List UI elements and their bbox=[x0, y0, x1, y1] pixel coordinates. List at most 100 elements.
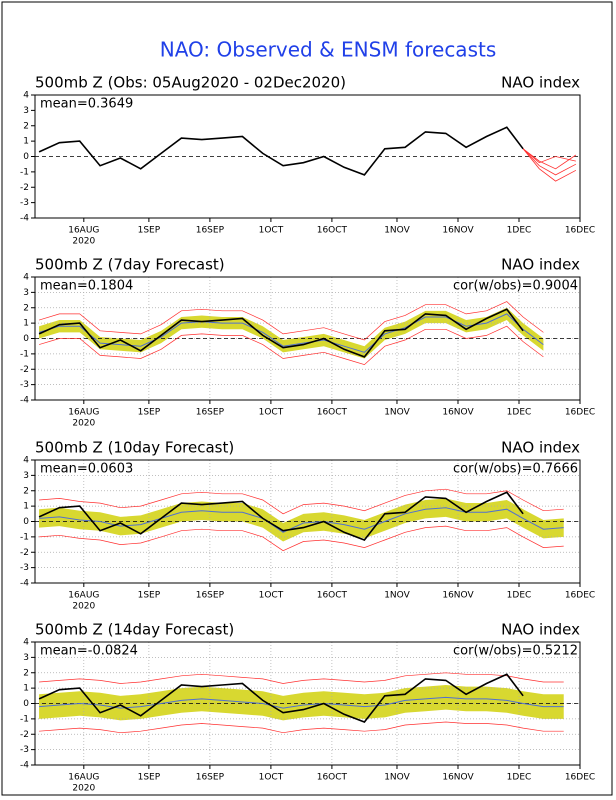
y-tick-label: 0 bbox=[23, 517, 29, 527]
x-tick-label: 1DEC bbox=[507, 591, 532, 601]
x-tick-label: 1OCT bbox=[259, 226, 284, 236]
series-line bbox=[39, 721, 564, 734]
panel-title: 500mb Z (10day Forecast) bbox=[35, 439, 234, 457]
x-tick-label: 1OCT bbox=[259, 408, 284, 418]
y-tick-label: 1 bbox=[23, 137, 29, 147]
x-tick-label: 16OCT bbox=[317, 408, 348, 418]
annotation: mean=-0.0824 bbox=[40, 644, 138, 659]
series-line bbox=[522, 148, 577, 170]
series-line bbox=[522, 148, 577, 176]
y-tick-label: -3 bbox=[20, 563, 29, 573]
y-tick-label: 1 bbox=[23, 502, 29, 512]
y-tick-label: 3 bbox=[23, 471, 29, 481]
series-line bbox=[38, 313, 544, 353]
series-line bbox=[39, 507, 564, 533]
panel-right-title: NAO index bbox=[501, 256, 580, 274]
series-line bbox=[522, 148, 576, 164]
panel-right-title: NAO index bbox=[501, 74, 580, 92]
series-line bbox=[38, 673, 524, 723]
panel-right-title: NAO index bbox=[501, 621, 580, 639]
page-title: NAO: Observed & ENSM forecasts bbox=[160, 38, 497, 62]
y-tick-label: 2 bbox=[23, 668, 29, 678]
y-tick-label: 2 bbox=[23, 303, 29, 313]
spread-band bbox=[39, 307, 544, 359]
y-tick-label: 4 bbox=[23, 638, 29, 648]
y-tick-label: 2 bbox=[23, 121, 29, 131]
y-tick-label: -2 bbox=[20, 730, 29, 740]
x-tick-label: 16AUG bbox=[68, 408, 99, 418]
x-tick-label: 1SEP bbox=[138, 226, 161, 236]
series-line bbox=[38, 126, 524, 176]
x-tick-label: 1DEC bbox=[507, 773, 532, 783]
y-tick-label: 2 bbox=[23, 486, 29, 496]
y-tick-label: 1 bbox=[23, 684, 29, 694]
annotation: mean=0.3649 bbox=[40, 97, 133, 112]
y-tick-label: -2 bbox=[20, 183, 29, 193]
annotation-right: cor(w/obs)=0.9004 bbox=[453, 279, 578, 294]
x-tick-label: 1DEC bbox=[507, 226, 532, 236]
series-line bbox=[39, 696, 564, 709]
series-line bbox=[522, 148, 577, 182]
x-tick-label: 16DEC bbox=[565, 408, 595, 418]
y-tick-label: 0 bbox=[23, 699, 29, 709]
x-tick-label: 1NOV bbox=[384, 591, 410, 601]
x-tick-label: 16AUG bbox=[68, 773, 99, 783]
y-tick-label: -2 bbox=[20, 548, 29, 558]
x-tick-label: 16NOV bbox=[442, 591, 474, 601]
year-label: 2020 bbox=[72, 602, 95, 612]
y-tick-label: 1 bbox=[23, 319, 29, 329]
x-tick-label: 16DEC bbox=[565, 773, 595, 783]
year-label: 2020 bbox=[72, 237, 95, 247]
x-tick-label: 16SEP bbox=[196, 591, 225, 601]
x-tick-label: 16DEC bbox=[565, 591, 595, 601]
x-tick-label: 16NOV bbox=[442, 773, 474, 783]
year-label: 2020 bbox=[72, 784, 95, 794]
y-tick-label: 3 bbox=[23, 653, 29, 663]
annotation: mean=0.0603 bbox=[40, 462, 133, 477]
y-tick-label: -2 bbox=[20, 365, 29, 375]
y-tick-label: -1 bbox=[20, 349, 29, 359]
series-line bbox=[39, 488, 564, 515]
x-tick-label: 16OCT bbox=[317, 591, 348, 601]
annotation-right: cor(w/obs)=0.7666 bbox=[453, 462, 578, 477]
y-tick-label: -4 bbox=[20, 579, 29, 589]
x-tick-label: 16OCT bbox=[317, 226, 348, 236]
x-tick-label: 1SEP bbox=[138, 408, 161, 418]
y-tick-label: 4 bbox=[23, 91, 29, 101]
annotation: mean=0.1804 bbox=[40, 279, 133, 294]
y-tick-label: 0 bbox=[23, 334, 29, 344]
x-tick-label: 16SEP bbox=[196, 773, 225, 783]
x-tick-label: 16SEP bbox=[196, 226, 225, 236]
year-label: 2020 bbox=[72, 419, 95, 429]
spread-band bbox=[39, 498, 564, 542]
panel-right-title: NAO index bbox=[501, 439, 580, 457]
y-tick-label: -1 bbox=[20, 532, 29, 542]
panel-title: 500mb Z (Obs: 05Aug2020 - 02Dec2020) bbox=[35, 74, 346, 92]
x-tick-label: 16SEP bbox=[196, 408, 225, 418]
y-tick-label: -3 bbox=[20, 198, 29, 208]
y-tick-label: 0 bbox=[23, 152, 29, 162]
y-tick-label: 4 bbox=[23, 273, 29, 283]
series-line bbox=[39, 525, 564, 552]
series-line bbox=[38, 308, 524, 358]
x-tick-label: 16AUG bbox=[68, 226, 99, 236]
y-tick-label: -1 bbox=[20, 714, 29, 724]
y-tick-label: 3 bbox=[23, 288, 29, 298]
x-tick-label: 1OCT bbox=[259, 773, 284, 783]
x-tick-label: 1SEP bbox=[138, 773, 161, 783]
x-tick-label: 1SEP bbox=[138, 591, 161, 601]
y-tick-label: -4 bbox=[20, 396, 29, 406]
x-tick-label: 16NOV bbox=[442, 408, 474, 418]
x-tick-label: 16OCT bbox=[317, 773, 348, 783]
series-line bbox=[38, 325, 544, 365]
x-tick-label: 16DEC bbox=[565, 226, 595, 236]
panel-title: 500mb Z (7day Forecast) bbox=[35, 256, 225, 274]
y-tick-label: -1 bbox=[20, 167, 29, 177]
y-tick-label: -3 bbox=[20, 380, 29, 390]
x-tick-label: 1NOV bbox=[384, 773, 410, 783]
x-tick-label: 16NOV bbox=[442, 226, 474, 236]
y-tick-label: -3 bbox=[20, 745, 29, 755]
y-tick-label: -4 bbox=[20, 214, 29, 224]
